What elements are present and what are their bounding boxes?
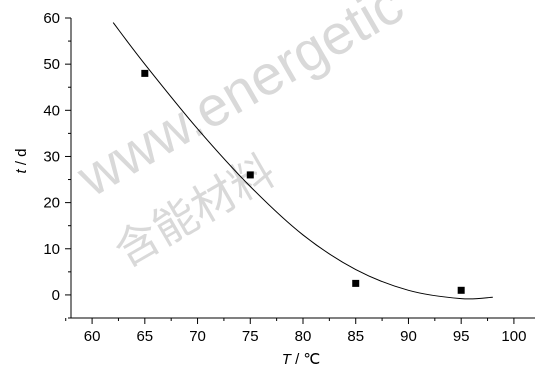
y-axis-variable: t: [13, 169, 30, 174]
y-tick-label: 60: [43, 10, 60, 27]
x-axis-unit: / ℃: [291, 351, 320, 367]
y-tick-label: 40: [43, 102, 60, 119]
fit-curve: [112, 22, 493, 300]
y-tick-label: 50: [43, 56, 60, 73]
x-axis-variable: T: [282, 351, 293, 367]
x-tick-label: 65: [136, 328, 153, 345]
y-tick-label: 30: [43, 148, 60, 165]
data-point: [457, 286, 465, 294]
plot-area: [112, 22, 493, 300]
y-tick-label: 10: [43, 241, 60, 258]
data-point: [246, 171, 254, 179]
x-ticks: 60 65 70 75 80 85 90 95 100: [65, 318, 526, 345]
x-tick-label: 75: [242, 328, 259, 345]
data-point: [141, 69, 149, 77]
x-tick-label: 95: [453, 328, 470, 345]
x-tick-label: 100: [501, 328, 526, 345]
x-tick-label: 60: [84, 328, 101, 345]
data-point: [352, 279, 360, 287]
x-tick-label: 70: [189, 328, 206, 345]
y-axis-unit: / d: [13, 148, 30, 169]
x-tick-label: 85: [347, 328, 364, 345]
watermark: www.energetic 含能材料: [66, 0, 414, 277]
x-tick-label: 90: [400, 328, 417, 345]
x-tick-label: 80: [295, 328, 312, 345]
x-axis-title: T / ℃: [282, 351, 321, 367]
y-tick-label: 0: [52, 287, 60, 304]
y-axis-title: t / d: [13, 148, 30, 173]
y-ticks: 0 10 20 30 40 50 60: [43, 10, 71, 319]
y-tick-label: 20: [43, 195, 60, 212]
